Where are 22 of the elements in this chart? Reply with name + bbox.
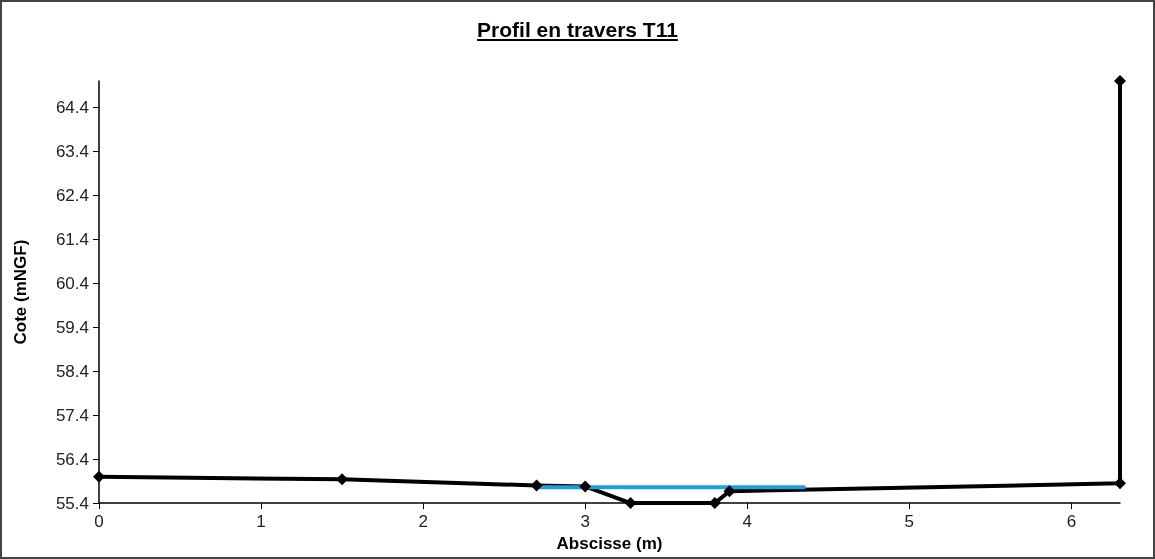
x-axis-title: Abscisse (m) <box>556 534 663 553</box>
y-tick-label: 60.4 <box>55 273 89 293</box>
x-tick-label: 2 <box>418 512 428 532</box>
y-tick-label: 56.4 <box>55 449 89 469</box>
x-tick-label: 5 <box>904 512 915 532</box>
y-tick-label: 59.4 <box>55 317 89 337</box>
point <box>93 470 105 483</box>
y-tick-label: 62.4 <box>55 185 89 205</box>
y-tick-label: 61.4 <box>55 229 89 249</box>
y-tick-label: 55.4 <box>55 493 89 513</box>
x-tick-label: 1 <box>256 512 266 532</box>
y-tick-label: 64.4 <box>55 97 89 117</box>
x-tick-label: 6 <box>1066 512 1077 532</box>
x-tick-label: 0 <box>94 512 104 532</box>
y-tick-label: 57.4 <box>55 405 89 425</box>
chart-title: Profil en travers T11 <box>476 18 679 42</box>
point <box>579 480 592 493</box>
x-tick-label: 4 <box>742 512 752 532</box>
y-axis-title: Cote (mNGF) <box>11 239 30 345</box>
y-tick-label: 58.4 <box>55 361 89 381</box>
y-tick-label: 63.4 <box>55 141 89 161</box>
x-tick-label: 3 <box>580 512 590 532</box>
